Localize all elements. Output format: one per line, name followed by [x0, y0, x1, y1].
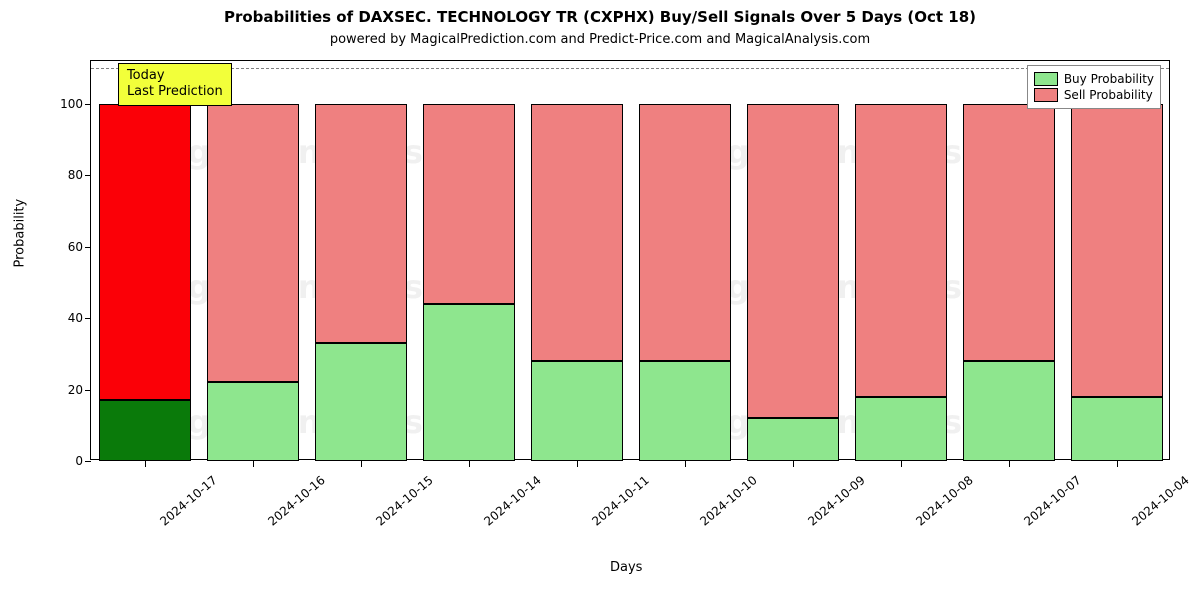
y-tick	[85, 390, 91, 391]
x-tick	[145, 461, 146, 467]
x-tick-label: 2024-10-17	[157, 473, 219, 529]
x-tick-label: 2024-10-08	[913, 473, 975, 529]
y-tick	[85, 247, 91, 248]
y-tick-label: 20	[43, 383, 83, 397]
x-tick-label: 2024-10-07	[1021, 473, 1083, 529]
x-tick	[793, 461, 794, 467]
y-tick-label: 80	[43, 168, 83, 182]
y-tick-label: 100	[43, 97, 83, 111]
bar-sell	[1071, 104, 1164, 397]
x-tick	[253, 461, 254, 467]
x-tick	[469, 461, 470, 467]
y-tick	[85, 318, 91, 319]
y-tick	[85, 461, 91, 462]
bar-buy	[639, 361, 732, 461]
chart-subtitle: powered by MagicalPrediction.com and Pre…	[0, 32, 1200, 47]
bar-sell	[747, 104, 840, 418]
y-tick	[85, 175, 91, 176]
reference-line	[91, 68, 1169, 69]
y-tick-label: 40	[43, 311, 83, 325]
bar-buy	[207, 382, 300, 461]
bar-sell	[639, 104, 732, 361]
x-tick	[577, 461, 578, 467]
bar-buy	[855, 397, 948, 461]
bar-sell	[99, 104, 192, 400]
plot-area: MagicalAnalysis.comMagicalAnalysis.comMa…	[90, 60, 1170, 460]
bar-buy	[315, 343, 408, 461]
x-tick-label: 2024-10-09	[805, 473, 867, 529]
annotation-line: Last Prediction	[127, 84, 223, 100]
y-tick-label: 0	[43, 454, 83, 468]
y-tick	[85, 104, 91, 105]
legend-swatch	[1034, 72, 1058, 86]
bar-sell	[423, 104, 516, 304]
x-tick	[901, 461, 902, 467]
chart-title: Probabilities of DAXSEC. TECHNOLOGY TR (…	[0, 8, 1200, 26]
bar-sell	[855, 104, 948, 397]
legend-label: Sell Probability	[1064, 88, 1153, 102]
legend-label: Buy Probability	[1064, 72, 1154, 86]
x-tick-label: 2024-10-10	[697, 473, 759, 529]
bar-sell	[207, 104, 300, 383]
x-tick-label: 2024-10-14	[481, 473, 543, 529]
bar-sell	[531, 104, 624, 361]
legend-item: Sell Probability	[1034, 88, 1154, 102]
bar-buy	[963, 361, 1056, 461]
x-tick-label: 2024-10-04	[1129, 473, 1191, 529]
bar-sell	[963, 104, 1056, 361]
x-tick	[361, 461, 362, 467]
x-tick	[1117, 461, 1118, 467]
x-tick-label: 2024-10-16	[265, 473, 327, 529]
bar-buy	[747, 418, 840, 461]
chart-container: Probabilities of DAXSEC. TECHNOLOGY TR (…	[0, 0, 1200, 600]
legend-swatch	[1034, 88, 1058, 102]
legend-item: Buy Probability	[1034, 72, 1154, 86]
x-tick-label: 2024-10-15	[373, 473, 435, 529]
x-tick	[1009, 461, 1010, 467]
today-annotation: TodayLast Prediction	[118, 63, 232, 106]
bar-sell	[315, 104, 408, 343]
annotation-line: Today	[127, 68, 223, 84]
legend: Buy Probability Sell Probability	[1027, 65, 1161, 109]
bar-buy	[1071, 397, 1164, 461]
bar-buy	[423, 304, 516, 461]
bar-buy	[99, 400, 192, 461]
x-axis-label: Days	[610, 560, 642, 575]
x-tick	[685, 461, 686, 467]
y-tick-label: 60	[43, 240, 83, 254]
bar-buy	[531, 361, 624, 461]
x-tick-label: 2024-10-11	[589, 473, 651, 529]
